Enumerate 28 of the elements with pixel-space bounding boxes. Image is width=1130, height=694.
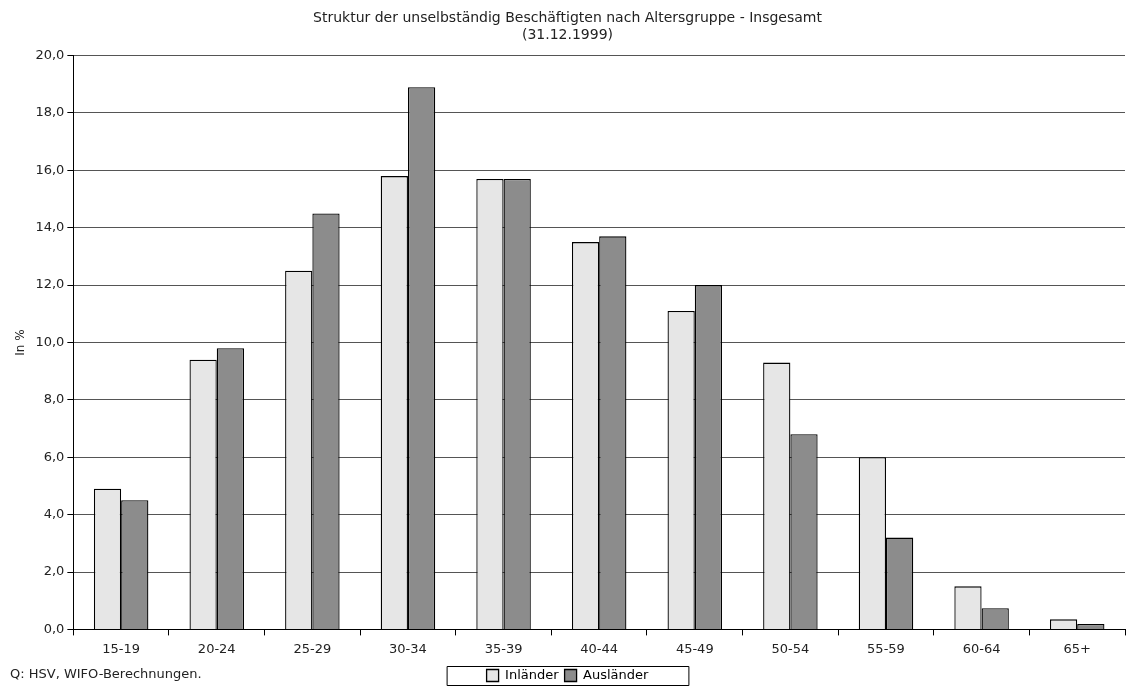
x-tick-label: 50-54 — [771, 640, 810, 656]
y-tick-label: 2,0 — [43, 563, 65, 579]
y-tick-label: 10,0 — [35, 333, 65, 349]
y-tick-label: 0,0 — [43, 620, 65, 636]
x-tick-label: 35-39 — [484, 640, 523, 656]
x-tick-label: 45-49 — [675, 640, 714, 656]
y-tick-label: 12,0 — [35, 276, 65, 292]
y-tick-label: 20,0 — [35, 46, 65, 62]
x-tick-label: 20-24 — [197, 640, 236, 656]
legend-label: Ausländer — [583, 666, 650, 682]
chart-title: Struktur der unselbständig Beschäftigten nach Altersgruppe - Insgesamt — [313, 9, 823, 26]
chart-subtitle: (31.12.1999) — [521, 25, 614, 42]
x-tick-label: 65+ — [1063, 640, 1091, 656]
text: Q: HSV, WIFO-Berechnungen. — [10, 666, 202, 681]
legend-label: Inländer — [505, 666, 560, 682]
y-tick-label: 14,0 — [35, 219, 65, 235]
x-tick-label: 60-64 — [962, 640, 1001, 656]
x-tick-label: 30-34 — [389, 640, 427, 656]
y-tick-label: 8,0 — [43, 391, 65, 407]
x-tick-label: 15-19 — [102, 640, 141, 656]
x-tick-label: 55-59 — [867, 640, 905, 656]
y-tick-label: 18,0 — [35, 104, 65, 120]
x-tick-label: 40-44 — [580, 640, 619, 656]
y-tick-label: 6,0 — [43, 448, 65, 464]
y-axis-title: In % — [13, 329, 28, 356]
y-tick-label: 4,0 — [43, 506, 65, 522]
x-tick-label: 25-29 — [293, 640, 332, 656]
y-tick-label: 16,0 — [35, 161, 65, 177]
